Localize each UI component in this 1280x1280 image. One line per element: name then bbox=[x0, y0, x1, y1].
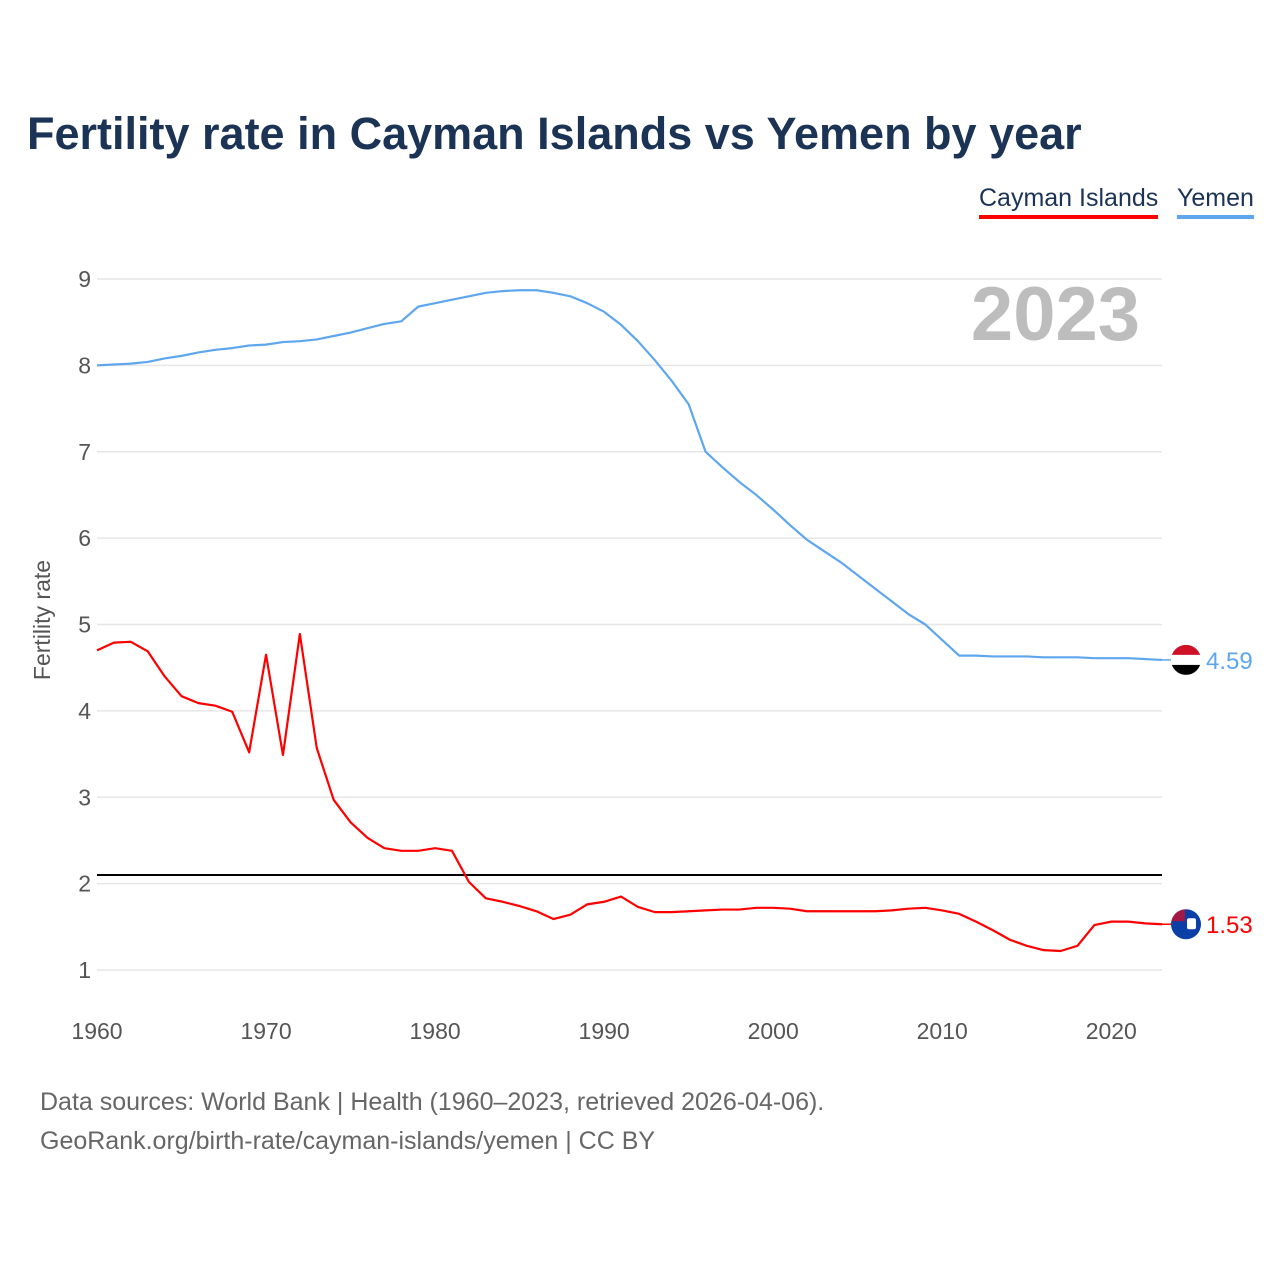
year-label: 2023 bbox=[971, 272, 1140, 357]
series-line-cayman-islands bbox=[96, 632, 1163, 953]
x-tick-label: 1960 bbox=[71, 1018, 122, 1044]
y-tick-label: 9 bbox=[78, 266, 91, 292]
y-tick-label: 7 bbox=[78, 439, 91, 465]
y-tick-label: 2 bbox=[78, 871, 91, 897]
series-line-yemen bbox=[96, 289, 1163, 662]
x-tick-label: 2020 bbox=[1086, 1018, 1137, 1044]
footer-link[interactable]: GeoRank.org/birth-rate/cayman-islands/ye… bbox=[40, 1127, 656, 1155]
legend-yemen[interactable]: Yemen bbox=[1177, 184, 1254, 219]
x-tick-label: 1970 bbox=[240, 1018, 291, 1044]
end-value-yemen: 4.59 bbox=[1206, 648, 1253, 675]
x-tick-label: 1980 bbox=[410, 1018, 461, 1044]
y-tick-label: 3 bbox=[78, 784, 91, 810]
flag-yemen-icon bbox=[1171, 644, 1201, 675]
x-tick-label: 1990 bbox=[579, 1018, 630, 1044]
y-tick-label: 1 bbox=[78, 957, 91, 983]
y-tick-label: 4 bbox=[78, 698, 91, 724]
y-tick-label: 6 bbox=[78, 525, 91, 551]
y-tick-label: 5 bbox=[78, 612, 91, 638]
x-tick-label: 2000 bbox=[748, 1018, 799, 1044]
chart-title: Fertility rate in Cayman Islands vs Yeme… bbox=[27, 108, 1082, 159]
end-value-cayman-islands: 1.53 bbox=[1206, 912, 1253, 939]
y-axis-label: Fertility rate bbox=[29, 560, 55, 680]
flag-cayman-islands-icon bbox=[1171, 909, 1201, 940]
y-tick-label: 8 bbox=[78, 352, 91, 378]
legend-cayman-islands[interactable]: Cayman Islands bbox=[979, 184, 1159, 219]
x-tick-label: 2010 bbox=[917, 1018, 968, 1044]
footer-sources: Data sources: World Bank | Health (1960–… bbox=[40, 1088, 825, 1116]
